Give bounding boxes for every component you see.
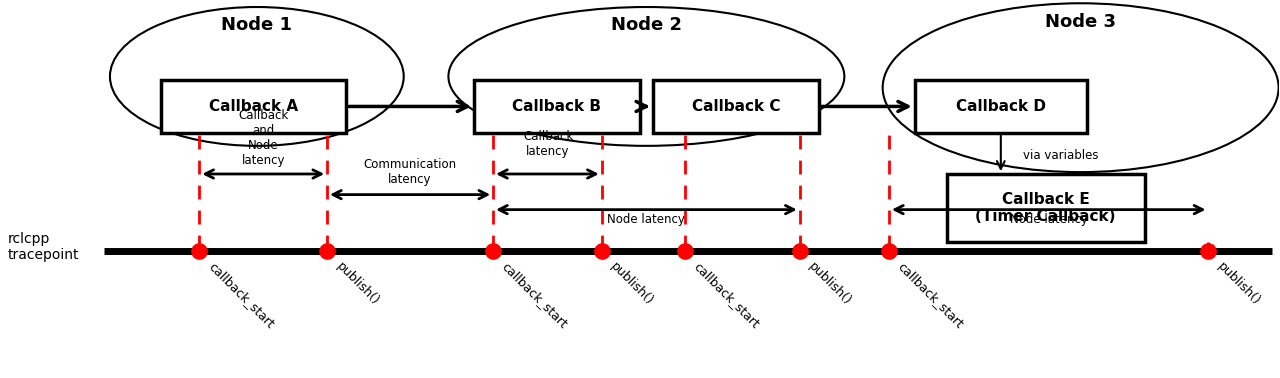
Text: Callback A: Callback A xyxy=(209,99,298,114)
Text: rclcpp
tracepoint: rclcpp tracepoint xyxy=(8,232,79,262)
Text: Callback B: Callback B xyxy=(512,99,602,114)
Text: Callback D: Callback D xyxy=(956,99,1046,114)
Text: Node 3: Node 3 xyxy=(1046,12,1116,31)
Text: via variables: via variables xyxy=(1023,149,1098,162)
Text: Callback E
(Timer Callback): Callback E (Timer Callback) xyxy=(975,192,1116,224)
FancyBboxPatch shape xyxy=(474,80,640,133)
FancyBboxPatch shape xyxy=(915,80,1087,133)
FancyBboxPatch shape xyxy=(653,80,819,133)
Text: Callback
latency: Callback latency xyxy=(524,130,573,158)
Text: publish(): publish() xyxy=(806,260,854,308)
Text: callback_start: callback_start xyxy=(499,260,570,331)
Text: publish(): publish() xyxy=(608,260,655,308)
Text: publish(): publish() xyxy=(1215,260,1262,308)
Text: Callback
and
Node
latency: Callback and Node latency xyxy=(238,109,288,167)
FancyBboxPatch shape xyxy=(946,174,1144,242)
Text: Node latency: Node latency xyxy=(608,212,685,226)
Text: callback_start: callback_start xyxy=(691,260,762,331)
Text: publish(): publish() xyxy=(334,260,381,308)
FancyBboxPatch shape xyxy=(161,80,346,133)
Text: callback_start: callback_start xyxy=(896,260,966,331)
Text: callback_start: callback_start xyxy=(206,260,276,331)
Text: Node latency: Node latency xyxy=(1010,212,1088,226)
Text: Communication
latency: Communication latency xyxy=(364,158,457,186)
Text: Callback C: Callback C xyxy=(691,99,780,114)
Text: Node 2: Node 2 xyxy=(611,16,682,34)
Text: Node 1: Node 1 xyxy=(221,16,292,34)
